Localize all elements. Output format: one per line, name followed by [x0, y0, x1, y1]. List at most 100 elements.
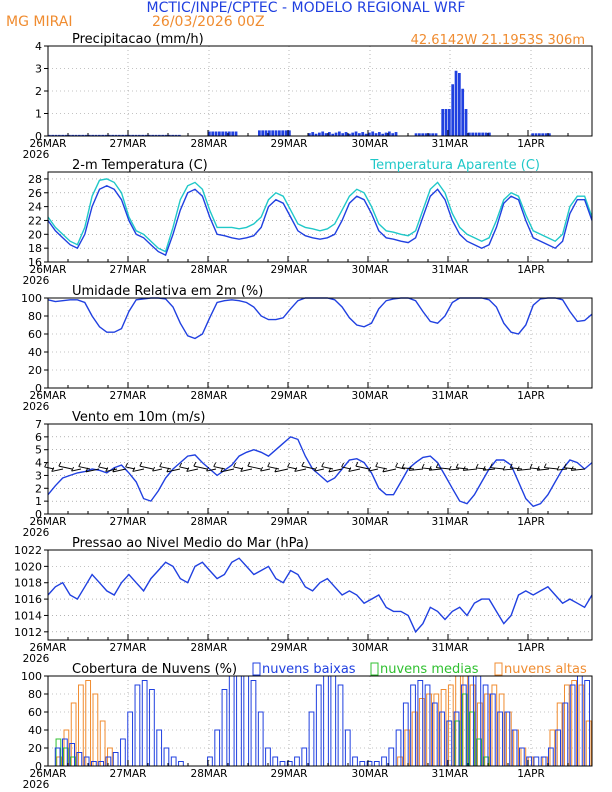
cloud-bar-high — [99, 720, 106, 767]
cloud-bar-low — [504, 711, 511, 767]
wind-barb — [152, 468, 163, 472]
cloud-bar-high — [563, 684, 570, 767]
precip-bar — [364, 133, 368, 136]
y-tick-label: 60 — [28, 706, 42, 719]
y-tick-label: 60 — [28, 328, 42, 341]
cloud-bar-low — [91, 761, 97, 767]
x-tick-label: 29MAR — [271, 138, 308, 150]
wind-barb-feather — [348, 467, 352, 472]
panel-title-temp: 2-m Temperatura (C) — [72, 158, 208, 173]
cloud-bar-low — [76, 752, 83, 767]
wind-barb-feather — [132, 467, 136, 472]
precip-bar — [278, 130, 281, 136]
cloud-bar-low — [178, 761, 184, 767]
x-tick-label: 27MAR — [110, 138, 147, 150]
x-tick-label: 28MAR — [191, 390, 228, 402]
precip-bar — [234, 131, 238, 136]
cloud-bar-low — [584, 680, 590, 767]
precip-bar — [331, 133, 335, 136]
wind-barb — [274, 468, 289, 473]
precip-bar — [274, 130, 278, 136]
wind-barb — [510, 467, 523, 470]
precip-bar — [261, 130, 265, 136]
wind-barb — [564, 467, 577, 470]
panel-title-wind: Vento em 10m (m/s) — [72, 410, 205, 425]
slp-line — [47, 557, 593, 634]
precip-bar — [221, 131, 225, 136]
precip-bar — [264, 130, 268, 136]
wind-barb-feather — [240, 467, 244, 472]
wind-barb — [341, 466, 352, 470]
cloud-bar-low — [120, 738, 126, 767]
panel-title-precip: Precipitacao (mm/h) — [72, 32, 204, 47]
precip-bar — [444, 109, 448, 136]
cloud-bar-low — [352, 756, 358, 767]
x-tick-label: 29MAR — [271, 264, 308, 276]
cloud-bar-low — [243, 675, 250, 767]
wind-barb — [382, 468, 397, 473]
precip-bar — [478, 132, 481, 136]
precip-bar — [134, 134, 138, 136]
cloud-bar-high — [578, 684, 585, 767]
wind-barb-feather — [78, 462, 82, 467]
x-tick-label: 30MAR — [352, 264, 389, 276]
cloud-bar-low — [134, 684, 141, 767]
wind-barb-feather — [51, 467, 55, 472]
precip-bar — [474, 132, 478, 136]
wind-barb-feather — [112, 467, 116, 473]
cloud-bar-low — [424, 684, 431, 767]
cloud-bar-low — [417, 680, 424, 767]
precip-bar — [174, 134, 178, 136]
precip-bar — [314, 133, 318, 136]
wind-barb — [105, 468, 118, 472]
wind-barb-feather — [220, 467, 224, 473]
cloud-bar-low — [431, 702, 438, 767]
legend-2: nuvens altas — [504, 662, 587, 677]
panel-frame — [47, 171, 593, 263]
cloud-bar-low — [547, 747, 554, 767]
wind-barb — [85, 468, 100, 473]
wind-barb-feather — [125, 462, 129, 468]
y-tick-label: 0 — [35, 760, 42, 773]
wind-barb — [395, 466, 406, 470]
wind-barb-feather — [186, 467, 190, 472]
precip-bar — [78, 134, 81, 136]
y-tick-label: 5 — [35, 444, 42, 457]
cloud-bar-low — [381, 756, 387, 767]
header-init-time: 26/03/2026 00Z — [152, 14, 265, 30]
x-tick-label: 27MAR — [110, 768, 147, 780]
y-tick-label: 1012 — [14, 626, 42, 639]
wind-barb-feather — [44, 462, 48, 468]
precip-bar — [321, 131, 325, 136]
cloud-bar-high — [397, 756, 403, 767]
wind-barb — [294, 468, 307, 472]
wind-barb-feather — [152, 466, 156, 472]
cloud-bar-low — [402, 702, 409, 767]
cloud-bar-low — [141, 680, 148, 767]
wind-barb-feather — [233, 462, 237, 468]
wind-barb-feather — [341, 462, 345, 468]
cloud-bar-low — [540, 756, 547, 767]
precip-bar — [334, 132, 338, 136]
precip-bar — [458, 73, 461, 136]
precip-bar — [428, 133, 431, 136]
cloud-bar-low — [272, 756, 279, 767]
precip-bar — [98, 134, 101, 136]
temp-legend: Temperatura Aparente (C) — [369, 158, 540, 173]
x-year-label: 2026 — [23, 275, 50, 287]
cloud-bar-low — [149, 689, 155, 767]
x-tick-label: 31MAR — [432, 264, 469, 276]
wind-barb — [449, 468, 460, 471]
rh-line — [47, 297, 593, 340]
x-tick-label: 30MAR — [352, 390, 389, 402]
precip-bar — [351, 132, 355, 136]
wind-barb-feather — [368, 466, 372, 472]
precip-bar — [148, 134, 151, 136]
y-tick-label: 3 — [35, 63, 42, 76]
wind-barb-feather — [314, 466, 318, 472]
precip-bar — [268, 130, 271, 136]
precip-bar — [151, 134, 155, 136]
x-tick-label: 1APR — [517, 768, 545, 780]
